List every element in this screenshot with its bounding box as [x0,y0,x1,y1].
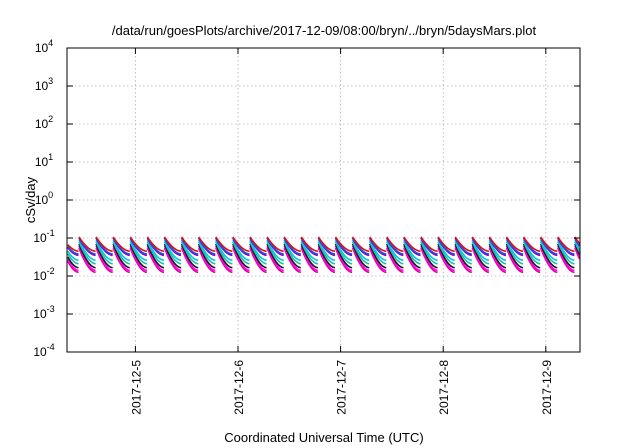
ticks: 10-4 10-3 10-2 10-1 100 101 102 103 104 2017-12-5… [33,38,580,415]
series-line-2 [67,245,581,272]
x-tick-label: 2017-12-6 [232,360,246,415]
y-axis-label: cSv/day [23,176,38,223]
y-tick-label: 10-2 [33,266,54,283]
series-group [67,236,581,274]
y-tick-label: 10-1 [33,228,54,245]
grid [67,48,580,352]
y-tick-label: 101 [35,152,53,169]
series-line-4 [67,241,581,265]
y-tick-label: 102 [35,114,53,131]
x-tick-label: 2017-12-9 [540,360,554,415]
y-tick-label: 100 [35,190,53,207]
series-line-3 [67,243,581,269]
x-tick-label: 2017-12-7 [335,360,349,415]
series-line-8 [67,236,581,252]
series-line-1 [67,247,581,274]
x-axis-label: Coordinated Universal Time (UTC) [224,430,423,445]
y-tick-label: 104 [35,38,53,55]
series-line-5 [67,239,581,261]
x-tick-label: 2017-12-8 [437,360,451,415]
series-line-7 [67,237,581,255]
y-tick-label: 10-3 [33,304,54,321]
y-tick-label: 103 [35,76,53,93]
x-tick-label: 2017-12-5 [129,360,143,415]
y-tick-label: 10-4 [33,342,54,359]
chart-title: /data/run/goesPlots/archive/2017-12-09/0… [112,23,537,38]
